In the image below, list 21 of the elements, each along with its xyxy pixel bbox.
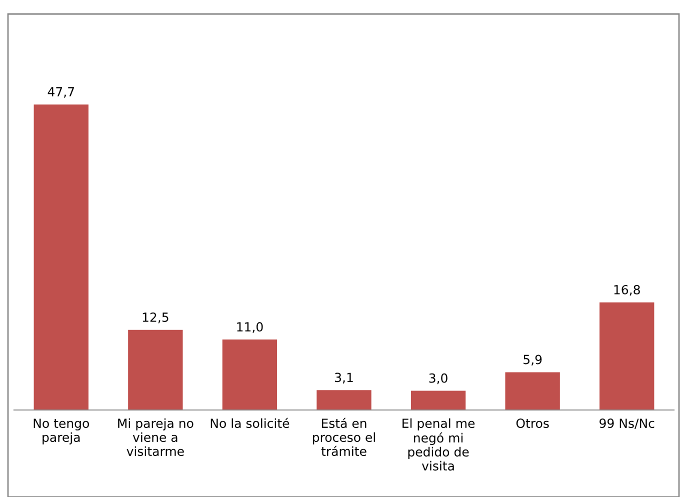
data-label: 3,1: [335, 372, 353, 384]
x-tick-label: No la solicité: [210, 418, 290, 428]
data-label: 12,5: [142, 312, 168, 324]
data-label: 11,0: [237, 322, 263, 333]
bar: [34, 104, 88, 410]
x-tick-label: 99 Ns/Nc: [600, 418, 654, 429]
data-label: 3,0: [429, 373, 448, 384]
x-tick-label: El penal me negó mi pedido de visita: [402, 418, 475, 471]
bar: [128, 330, 183, 410]
x-tick-label: Mi pareja no viene a visitarme: [118, 418, 194, 456]
x-tick-label: Está en proceso el trámite: [312, 418, 375, 456]
bar: [316, 390, 372, 410]
bar: [410, 390, 466, 410]
data-label: 5,9: [524, 354, 542, 366]
x-tick-label: No tengo pareja: [34, 418, 89, 444]
bar: [222, 340, 278, 410]
bar: [600, 302, 654, 410]
bar: [505, 372, 560, 410]
x-tick-label: Otros: [516, 418, 549, 428]
data-label: 16,8: [614, 284, 640, 296]
data-label: 47,7: [48, 87, 74, 98]
